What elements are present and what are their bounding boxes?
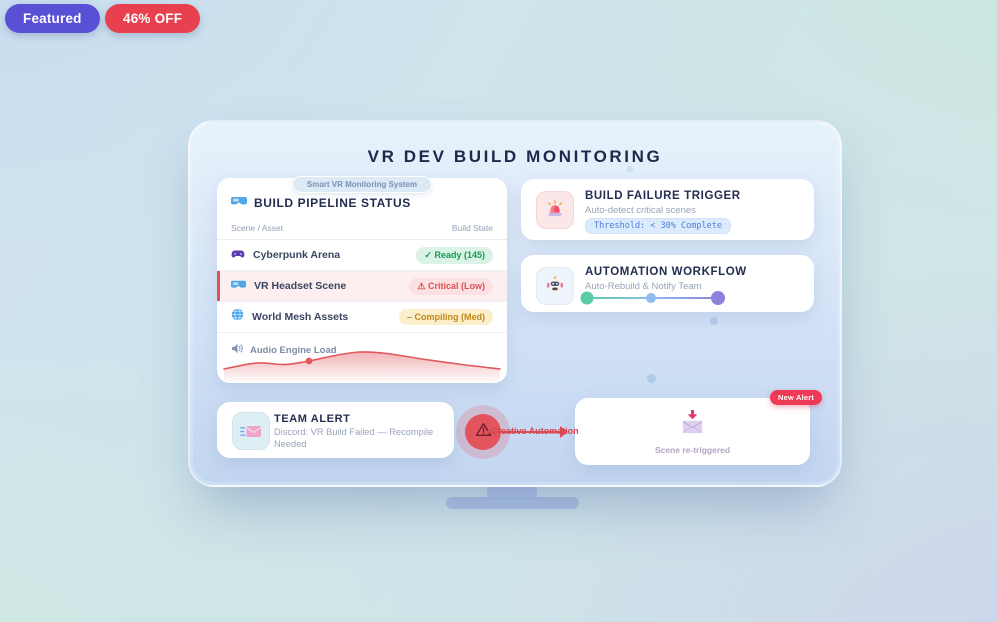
pipeline-card-title: BUILD PIPELINE STATUS: [254, 196, 411, 210]
flow-arrowhead-icon: [560, 426, 568, 438]
build-failure-trigger-card[interactable]: BUILD FAILURE TRIGGER Auto-detect critic…: [521, 179, 814, 240]
status-badge-ready: ✓ Ready (145): [416, 246, 493, 264]
decorative-dot: [710, 317, 718, 325]
warning-triangle-icon: [475, 422, 492, 442]
scene-name: World Mesh Assets: [252, 311, 349, 323]
workflow-step-dot-3: [711, 291, 725, 305]
flow-label: Creative Automation: [491, 426, 579, 436]
speaker-icon: [231, 341, 244, 359]
team-alert-card[interactable]: TEAM ALERT Discord: VR Build Failed — Re…: [217, 402, 454, 458]
incoming-envelope-icon: [232, 412, 270, 450]
team-alert-title: TEAM ALERT: [274, 413, 351, 425]
column-scene-asset: Scene / Asset: [231, 223, 283, 233]
vr-headset-icon: [231, 277, 246, 295]
table-row[interactable]: World Mesh Assets – Compiling (Med): [217, 302, 507, 333]
audio-engine-load-row: Audio Engine Load: [217, 333, 507, 359]
new-alert-card[interactable]: Scene re-triggered: [575, 398, 810, 465]
flow-arrow-line: [484, 431, 561, 433]
audio-load-sparkline: [223, 351, 501, 383]
audio-engine-load-label: Audio Engine Load: [250, 344, 337, 356]
workflow-progress-track: [580, 291, 725, 305]
monitor-stand-base: [446, 497, 579, 509]
workflow-card-subtitle: Auto-Rebuild & Notify Team: [585, 281, 702, 292]
gamepad-icon: [231, 246, 245, 264]
failure-card-subtitle: Auto-detect critical scenes: [585, 205, 696, 216]
workflow-step-dot-2: [646, 293, 656, 303]
table-column-headers: Scene / Asset Build State: [217, 212, 507, 240]
workflow-card-title: AUTOMATION WORKFLOW: [585, 266, 747, 278]
vr-headset-icon: [231, 194, 247, 212]
failure-card-title: BUILD FAILURE TRIGGER: [585, 190, 741, 202]
dashboard-title: VR DEV BUILD MONITORING: [367, 147, 663, 166]
team-alert-subtitle: Discord: VR Build Failed — Recompile Nee…: [274, 427, 434, 449]
scene-name: VR Headset Scene: [254, 280, 347, 292]
workflow-step-dot-1: [580, 291, 594, 305]
envelope-download-icon: [679, 408, 706, 442]
pipeline-status-card[interactable]: BUILD PIPELINE STATUS Scene / Asset Buil…: [217, 178, 507, 383]
featured-badge: Featured: [5, 4, 100, 33]
table-row[interactable]: VR Headset Scene ⚠ Critical (Low): [217, 271, 507, 302]
monitor-screen: VR DEV BUILD MONITORING Smart VR Monitor…: [188, 120, 842, 487]
new-alert-badge: New Alert: [770, 390, 823, 405]
decorative-dot: [647, 374, 656, 383]
status-badge-compiling: – Compiling (Med): [399, 309, 493, 325]
system-tag-pill: Smart VR Monitoring System: [291, 176, 433, 193]
status-badge-critical: ⚠ Critical (Low): [409, 277, 493, 295]
robot-icon: [536, 267, 574, 305]
siren-icon: [536, 191, 574, 229]
discount-badge: 46% OFF: [105, 4, 201, 33]
automation-workflow-card[interactable]: AUTOMATION WORKFLOW Auto-Rebuild & Notif…: [521, 255, 814, 312]
column-build-state: Build State: [451, 223, 493, 233]
critical-row-stripe: [217, 271, 220, 301]
decorative-dot: [627, 166, 633, 172]
alert-caption: Scene re-triggered: [654, 445, 731, 455]
table-row[interactable]: Cyberpunk Arena ✓ Ready (145): [217, 240, 507, 271]
pipeline-card-header: BUILD PIPELINE STATUS: [217, 178, 507, 212]
globe-icon: [231, 308, 244, 326]
threshold-pill: Threshold: < 30% Complete: [585, 218, 731, 234]
scene-name: Cyberpunk Arena: [253, 249, 341, 261]
